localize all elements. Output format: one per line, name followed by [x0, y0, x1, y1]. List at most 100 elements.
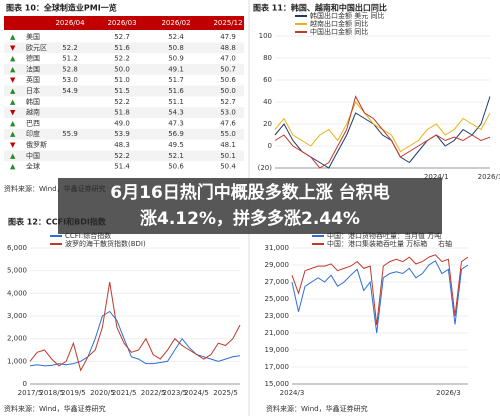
table-cell: 52.2	[114, 55, 130, 63]
y-tick-label: (20)	[258, 164, 273, 172]
table-cell: 50.1	[220, 152, 236, 160]
table-cell: 47.9	[220, 33, 236, 41]
line-series	[291, 254, 469, 326]
y-tick-label: 25,000	[265, 295, 290, 303]
table-cell: 48.3	[114, 141, 130, 149]
table-cell: 50.9	[168, 55, 184, 63]
y-tick-label: 6,000	[7, 244, 27, 252]
table-cell: 50.8	[168, 44, 184, 52]
row-label: 俄罗斯	[26, 140, 47, 149]
y-tick-label: 2,000	[7, 335, 27, 343]
y-tick-label: 40	[263, 98, 272, 106]
row-label: 巴西	[26, 119, 40, 127]
x-tick-label: 2018/5	[39, 389, 64, 397]
y-tick-label: 23,000	[265, 312, 290, 320]
arrow: ▼	[10, 109, 16, 117]
line-series	[274, 101, 491, 153]
x-tick-label: 2021/5	[112, 389, 137, 397]
row-label: 全球	[26, 162, 40, 171]
row-label: 韩国	[26, 97, 40, 106]
legend-label: 中国：港口集装箱吞吐量 万标箱	[327, 239, 427, 248]
column-header: 2025/12	[213, 19, 242, 27]
table-cell: 51.6	[168, 87, 184, 95]
arrow: ▲	[10, 65, 16, 73]
x-tick-label: 2024/1	[424, 173, 449, 181]
table-cell: 48.8	[220, 44, 236, 52]
x-tick-label: 2024/3	[280, 389, 305, 397]
row-bg	[4, 42, 244, 54]
row-label: 日本	[26, 86, 40, 95]
table-cell: 52.7	[220, 98, 236, 106]
arrow: ▲	[10, 152, 16, 160]
table-cell: 51.8	[114, 109, 130, 117]
table-cell: 52.2	[114, 152, 130, 160]
headline-band	[58, 178, 442, 234]
x-tick-label: 2017/5	[18, 389, 43, 397]
arrow: ▲	[10, 98, 16, 106]
row-label: 德国	[26, 54, 40, 63]
y-tick-label: 27,000	[265, 278, 290, 286]
y-tick-label: 17,000	[265, 363, 290, 371]
y-tick-label: 0	[268, 142, 272, 150]
legend-label: CCFI:综合指数	[65, 231, 111, 240]
chart-title: 图表 11：韩国、越南和中国出口同比	[253, 3, 387, 13]
y-tick-label: 21,000	[265, 329, 290, 337]
legend-label: 越南出口金额 同比	[310, 19, 368, 28]
table-cell: 48.1	[220, 141, 236, 149]
table-header-bg	[4, 16, 244, 30]
arrow: ▲	[10, 130, 16, 138]
table-title: 图表 10：全球制造业PMI一览	[6, 3, 117, 13]
table-cell: 51.1	[168, 98, 184, 106]
x-tick-label: 2020/5	[90, 389, 115, 397]
line-series	[274, 96, 491, 169]
row-label: 中国	[26, 151, 40, 160]
line-series	[29, 310, 241, 367]
table-cell: 51.6	[114, 44, 130, 52]
table-cell: 52.4	[168, 33, 184, 41]
y-tick-label: 0	[23, 380, 27, 388]
source: 资料来源：Wind，华鑫证券研究	[266, 404, 368, 413]
y-tick-label: 5,000	[7, 267, 27, 275]
table-cell: 52.2	[62, 44, 78, 52]
table-cell: 53.0	[220, 109, 236, 117]
line-series	[291, 260, 469, 334]
headline: 6月16日热门中概股多数上涨 台积电	[110, 182, 389, 203]
y-tick-label: 29,000	[265, 261, 290, 269]
row-bg	[4, 128, 244, 140]
table-cell: 53.0	[62, 76, 78, 84]
table-cell: 49.0	[114, 119, 130, 127]
column-header: 2026/03	[107, 19, 136, 27]
x-tick-label: 2026/1	[478, 173, 500, 181]
table-cell: 49.5	[168, 141, 184, 149]
arrow: ▲	[10, 119, 16, 127]
line-series	[274, 95, 491, 169]
table-cell: 51.0	[114, 76, 130, 84]
x-tick-label: 2023/5	[163, 389, 188, 397]
y-tick-label: 19,000	[265, 346, 290, 354]
row-label: 英国	[26, 75, 40, 84]
y-tick-label: 60	[263, 76, 272, 84]
arrow: ▲	[10, 55, 16, 63]
table-cell: 52.1	[168, 152, 184, 160]
column-header: 2026/04	[55, 19, 85, 27]
row-bg	[4, 64, 244, 75]
x-tick-label: 2026/3	[436, 389, 461, 397]
y-tick-label: 100	[259, 32, 272, 40]
table-cell: 52.7	[114, 33, 130, 41]
x-tick-label: 2024/5	[184, 389, 209, 397]
table-cell: 50.7	[220, 65, 236, 73]
line-series	[29, 281, 241, 372]
table-cell: 50.0	[114, 65, 130, 73]
source: 资料来源：Wind，华鑫证券研究	[4, 404, 106, 413]
x-tick-label: 2022/5	[141, 389, 166, 397]
row-bg	[4, 85, 244, 97]
y-tick-label: 80	[263, 54, 272, 62]
headline: 涨4.12%，拼多多涨2.44%	[140, 208, 360, 229]
row-label: 印度	[26, 129, 40, 138]
table-cell: 55.0	[220, 130, 236, 138]
arrow: ▼	[10, 44, 16, 52]
x-tick-label: 2019/5	[61, 389, 86, 397]
row-bg	[4, 150, 244, 162]
arrow: ▲	[10, 33, 16, 41]
